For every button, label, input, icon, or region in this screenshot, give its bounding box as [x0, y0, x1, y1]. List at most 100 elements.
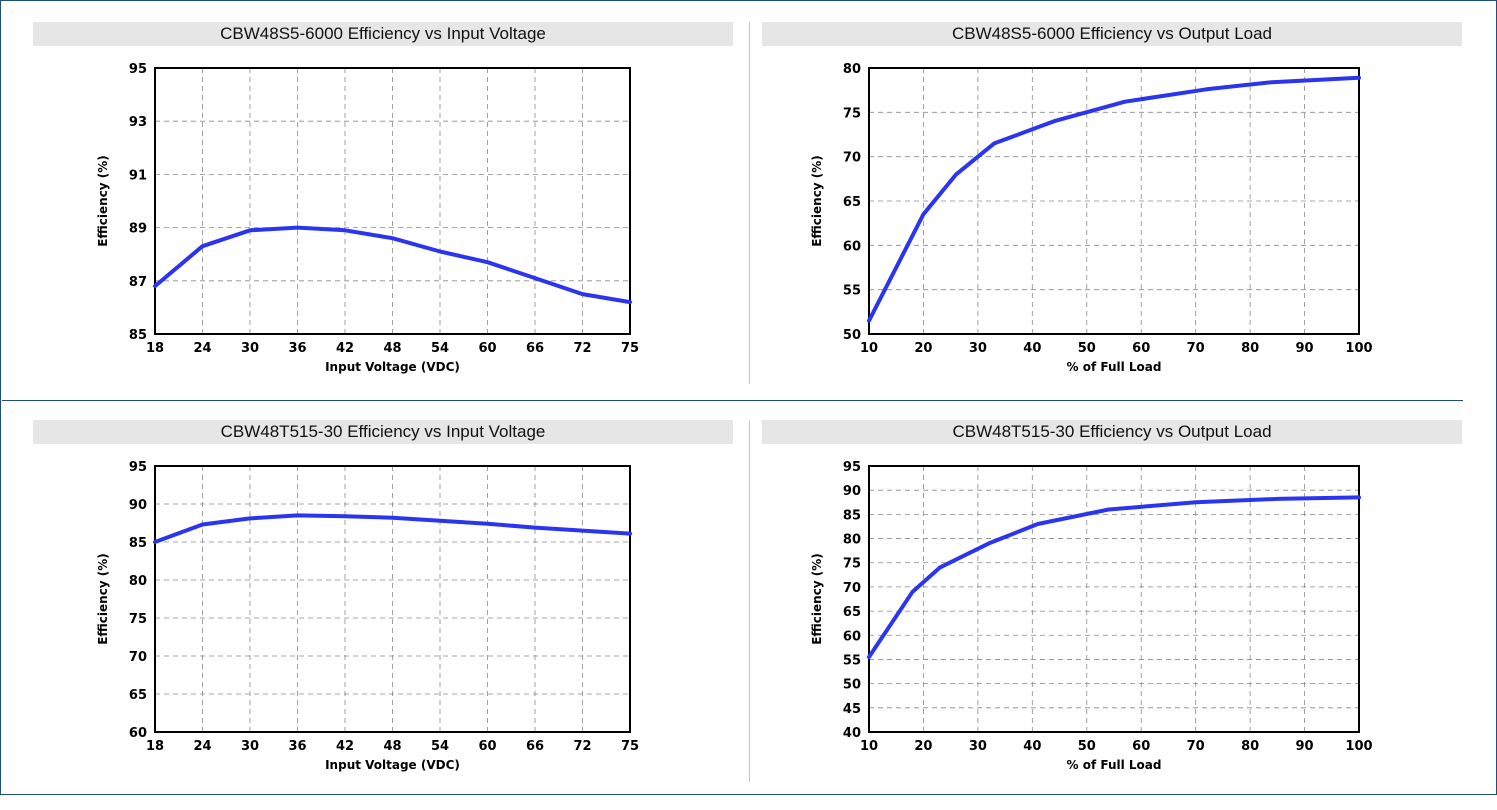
- x-tick-label: 50: [1078, 341, 1096, 356]
- y-tick-label: 75: [843, 106, 861, 121]
- x-tick-label: 50: [1078, 739, 1096, 754]
- y-tick-label: 95: [843, 460, 861, 475]
- x-tick-label: 24: [193, 739, 211, 754]
- y-tick-label: 60: [843, 629, 861, 644]
- section-divider: [2, 400, 1463, 401]
- x-tick-label: 100: [1345, 739, 1372, 754]
- y-tick-label: 80: [129, 574, 147, 589]
- plot-frame: [154, 465, 631, 733]
- y-axis-label: Efficiency (%): [96, 155, 110, 247]
- data-point: [533, 276, 537, 280]
- data-point: [992, 141, 996, 145]
- x-tick-label: 72: [573, 739, 591, 754]
- chart-panel-t515-input-voltage: CBW48T515-30 Efficiency vs Input Voltage…: [33, 420, 733, 810]
- x-tick-label: 60: [1132, 739, 1150, 754]
- column-divider-bottom: [749, 420, 750, 782]
- y-tick-label: 70: [129, 650, 147, 665]
- x-tick-label: 30: [241, 341, 259, 356]
- chart-svg: 40 45 50 55 60 65 70 75 80 85 90 95 10 20 30 40 50 60 70 80…: [810, 460, 1373, 772]
- data-point: [1036, 522, 1040, 526]
- y-tick-label: 87: [129, 275, 147, 290]
- y-tick-label: 55: [843, 284, 861, 299]
- column-divider-top: [749, 22, 750, 384]
- x-tick-label: 40: [1023, 739, 1041, 754]
- chart-svg: 60 65 70 75 80 85 90 95 18 24 30 36 42 48 54 60 66 72 75 In…: [96, 460, 639, 772]
- data-point: [867, 655, 871, 659]
- x-tick-label: 10: [860, 739, 878, 754]
- x-tick-label: 24: [193, 341, 211, 356]
- data-point: [1123, 100, 1127, 104]
- x-tick-label: 40: [1023, 341, 1041, 356]
- x-tick-label: 18: [146, 341, 164, 356]
- x-tick-label: 90: [1296, 341, 1314, 356]
- y-tick-label: 89: [129, 222, 147, 237]
- data-point: [343, 514, 347, 518]
- plot-frame: [868, 67, 1360, 335]
- x-tick-label: 90: [1296, 739, 1314, 754]
- data-point: [201, 523, 204, 527]
- series-line: [867, 495, 1361, 659]
- y-axis-label: Efficiency (%): [810, 553, 824, 645]
- y-tick-label: 80: [843, 62, 861, 77]
- data-point: [296, 513, 299, 517]
- chart-title: CBW48T515-30 Efficiency vs Input Voltage: [33, 420, 733, 444]
- data-point: [438, 519, 442, 523]
- x-tick-label: 66: [526, 739, 544, 754]
- plot-frame: [154, 67, 631, 335]
- x-tick-label: 42: [336, 739, 354, 754]
- data-point: [438, 250, 442, 254]
- chart-svg: 50 55 60 65 70 75 80 10 20 30 40 50 60 70 80 90 100 % of …: [810, 62, 1373, 374]
- y-tick-label: 60: [129, 726, 147, 741]
- y-tick-label: 75: [129, 612, 147, 627]
- data-point: [533, 526, 537, 530]
- data-point: [867, 319, 871, 323]
- x-axis-label: % of Full Load: [1067, 758, 1162, 772]
- x-tick-label: 36: [288, 341, 306, 356]
- data-point: [1357, 495, 1361, 499]
- data-point: [581, 529, 584, 533]
- x-tick-label: 54: [431, 341, 449, 356]
- data-point: [1357, 76, 1361, 80]
- data-point: [201, 244, 204, 248]
- x-tick-label: 72: [573, 341, 591, 356]
- chart-title: CBW48S5-6000 Efficiency vs Output Load: [762, 22, 1462, 46]
- data-point: [153, 540, 157, 544]
- data-point: [628, 300, 632, 304]
- y-tick-label: 65: [843, 605, 861, 620]
- data-point: [628, 532, 632, 536]
- y-tick-label: 75: [843, 557, 861, 572]
- plot-frame: [868, 465, 1360, 733]
- y-tick-label: 85: [129, 328, 147, 343]
- chart-title: CBW48S5-6000 Efficiency vs Input Voltage: [33, 22, 733, 46]
- y-tick-label: 45: [843, 702, 861, 717]
- y-tick-label: 70: [843, 581, 861, 596]
- x-axis-label: Input Voltage (VDC): [325, 758, 460, 772]
- x-tick-label: 75: [621, 739, 639, 754]
- y-tick-label: 60: [843, 239, 861, 254]
- y-tick-label: 85: [843, 508, 861, 523]
- data-point: [1107, 508, 1111, 512]
- x-tick-label: 30: [241, 739, 259, 754]
- data-point: [343, 228, 347, 232]
- x-tick-label: 20: [914, 341, 932, 356]
- x-tick-label: 20: [914, 739, 932, 754]
- y-tick-label: 50: [843, 678, 861, 693]
- x-tick-label: 66: [526, 341, 544, 356]
- x-axis-label: Input Voltage (VDC): [325, 360, 460, 374]
- y-tick-label: 80: [843, 533, 861, 548]
- chart-title: CBW48T515-30 Efficiency vs Output Load: [762, 420, 1462, 444]
- data-point: [954, 172, 958, 176]
- data-point: [987, 541, 991, 545]
- y-tick-label: 50: [843, 328, 861, 343]
- data-point: [1194, 500, 1198, 504]
- x-tick-label: 70: [1187, 739, 1205, 754]
- data-point: [391, 236, 394, 240]
- data-point: [153, 284, 157, 288]
- y-tick-label: 65: [843, 195, 861, 210]
- x-tick-label: 60: [478, 341, 496, 356]
- data-point: [921, 212, 925, 216]
- y-tick-label: 91: [129, 168, 147, 183]
- x-tick-label: 18: [146, 739, 164, 754]
- data-point: [938, 566, 942, 570]
- y-axis-label: Efficiency (%): [810, 155, 824, 247]
